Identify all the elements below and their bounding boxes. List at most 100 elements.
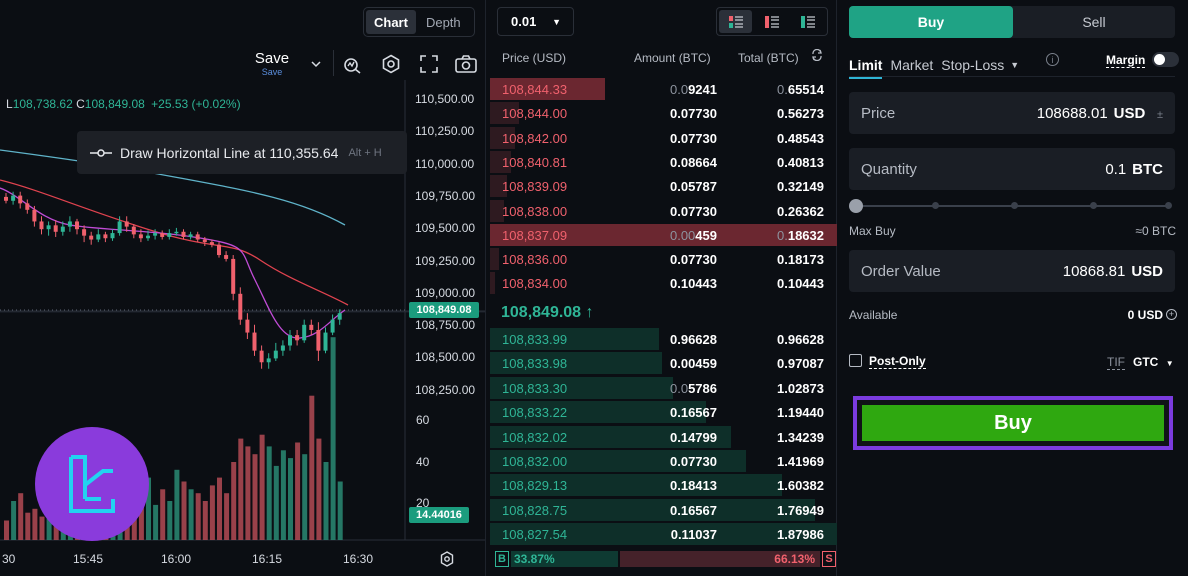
price-axis-label: 110,500.00 <box>415 92 475 106</box>
price-axis-label: 109,500.00 <box>415 221 476 236</box>
volume-bar <box>309 395 315 540</box>
slider-tick[interactable] <box>1090 202 1097 209</box>
stepper-icon[interactable]: ± <box>1156 108 1163 121</box>
toolbar-divider <box>333 50 334 76</box>
candle-body <box>174 231 179 234</box>
time-axis-label: 16:00 <box>161 552 192 566</box>
ask-row[interactable]: 108,836.00 0.07730 0.18173 <box>490 248 837 271</box>
ask-total: 0.48543 <box>777 130 824 146</box>
ask-total: 0.18173 <box>777 252 824 268</box>
ask-row[interactable]: 108,837.09 0.00459 0.18632 <box>490 223 837 246</box>
settings-hex-icon[interactable] <box>380 53 402 75</box>
info-icon[interactable]: i <box>1046 53 1059 66</box>
candle-body <box>153 233 158 236</box>
bid-row[interactable]: 108,832.02 0.14799 1.34239 <box>490 425 837 448</box>
ohlc-close-value: 108,849.08 <box>84 97 145 111</box>
ask-row[interactable]: 108,844.33 0.09241 0.65514 <box>490 78 837 100</box>
margin-toggle[interactable] <box>1152 52 1179 67</box>
view-bids-button[interactable] <box>755 10 788 33</box>
candle-body <box>124 221 129 227</box>
swap-icon[interactable] <box>811 48 823 64</box>
bid-row[interactable]: 108,833.98 0.00459 0.97087 <box>490 352 837 375</box>
tab-chart[interactable]: Chart <box>366 10 416 34</box>
chevron-down-icon[interactable] <box>305 53 327 75</box>
time-axis-label: 30 <box>2 552 16 566</box>
ma-fast-line <box>0 187 346 339</box>
ask-row[interactable]: 108,839.09 0.05787 0.32149 <box>490 175 837 198</box>
order-type-tabs: Limit Market Stop-Loss ▼ <box>849 51 1019 79</box>
bid-row[interactable]: 108,833.30 0.05786 1.02873 <box>490 376 837 399</box>
ask-row[interactable]: 108,840.81 0.08664 0.40813 <box>490 150 837 173</box>
volume-bar <box>330 337 336 540</box>
bid-row[interactable]: 108,829.13 0.18413 1.60382 <box>490 474 837 497</box>
quantity-slider[interactable] <box>849 199 1175 213</box>
quantity-value: 0.1 <box>1105 160 1127 178</box>
volume-bar <box>160 489 166 540</box>
gear-icon[interactable] <box>437 549 457 569</box>
logo-icon <box>69 455 115 513</box>
bid-row[interactable]: 108,827.54 0.11037 1.87986 <box>490 523 837 546</box>
ask-row[interactable]: 108,834.00 0.10443 0.10443 <box>490 272 837 295</box>
trade-panel: Buy Sell Limit Market Stop-Loss ▼ i Marg… <box>838 0 1188 576</box>
slider-tick[interactable] <box>932 202 939 209</box>
slider-knob[interactable] <box>849 199 863 213</box>
precision-value: 0.01 <box>511 14 537 29</box>
bid-amount: 0.11037 <box>670 527 717 543</box>
ask-price: 108,840.81 <box>502 154 568 170</box>
tab-depth[interactable]: Depth <box>425 14 461 30</box>
ask-row[interactable]: 108,844.00 0.07730 0.56273 <box>490 102 837 125</box>
camera-icon[interactable] <box>455 53 477 75</box>
slider-tick[interactable] <box>1165 202 1172 209</box>
depth-bar <box>490 523 837 546</box>
precision-select[interactable]: 0.01 ▼ <box>497 7 574 36</box>
bid-row[interactable]: 108,833.99 0.96628 0.96628 <box>490 328 837 350</box>
tab-stop-loss[interactable]: Stop-Loss <box>941 57 1005 73</box>
candle-body <box>75 221 79 230</box>
add-funds-icon[interactable]: + <box>1166 309 1177 320</box>
slider-tick[interactable] <box>1011 202 1018 209</box>
tab-market[interactable]: Market <box>890 57 934 73</box>
view-asks-button[interactable] <box>791 10 824 33</box>
ask-row[interactable]: 108,838.00 0.07730 0.26362 <box>490 199 837 222</box>
view-both-button[interactable] <box>719 10 752 33</box>
bid-amount: 0.18413 <box>670 478 717 494</box>
candle-body <box>316 329 321 351</box>
ma-mid-line <box>0 179 349 306</box>
orderbook-view-switch <box>716 7 828 36</box>
order-book: 0.01 ▼ Price (USD) Amount (BTC) Total (B… <box>487 0 837 576</box>
bid-row[interactable]: 108,833.22 0.16567 1.19440 <box>490 401 837 424</box>
candle-body <box>167 233 172 237</box>
ask-amount: 0.00459 <box>669 227 717 243</box>
ask-total: 0.18632 <box>777 227 824 243</box>
bid-row[interactable]: 108,832.00 0.07730 1.41969 <box>490 450 837 472</box>
bid-row[interactable]: 108,828.75 0.16567 1.76949 <box>490 498 837 521</box>
time-axis-label: 16:15 <box>252 552 283 566</box>
fullscreen-icon[interactable] <box>418 53 440 75</box>
ask-row[interactable]: 108,842.00 0.07730 0.48543 <box>490 126 837 149</box>
tab-buy[interactable]: Buy <box>849 6 1013 38</box>
tab-sell[interactable]: Sell <box>1082 14 1106 30</box>
tif-label: TIF <box>1107 355 1125 370</box>
candle-body <box>224 255 229 259</box>
bid-total: 0.96628 <box>777 332 824 347</box>
indicators-icon[interactable] <box>341 53 363 75</box>
bid-price: 108,833.99 <box>502 332 568 347</box>
save-button[interactable]: Save Save <box>253 51 291 78</box>
time-axis-label: 16:30 <box>343 552 374 566</box>
volume-bar <box>224 493 230 540</box>
volume-bar <box>323 462 329 540</box>
tif-select[interactable]: GTC ▼ <box>1133 355 1174 369</box>
available-value: 0 USD <box>1127 308 1163 322</box>
place-buy-button[interactable]: Buy <box>862 405 1164 441</box>
price-field[interactable]: Price 108688.01 USD ± <box>849 92 1175 134</box>
price-unit: USD <box>1113 104 1146 122</box>
post-only-checkbox[interactable] <box>849 354 862 367</box>
buy-sell-ratio: B 33.87% 66.13% S <box>493 549 836 570</box>
caret-down-icon[interactable]: ▼ <box>1010 60 1020 70</box>
depth-bar <box>490 199 504 222</box>
quantity-field[interactable]: Quantity 0.1 BTC <box>849 148 1175 190</box>
volume-bar <box>181 481 187 540</box>
price-value: 108688.01 <box>1036 104 1108 122</box>
order-value-field[interactable]: Order Value 10868.81 USD <box>849 250 1175 292</box>
tab-limit[interactable]: Limit <box>849 57 883 79</box>
